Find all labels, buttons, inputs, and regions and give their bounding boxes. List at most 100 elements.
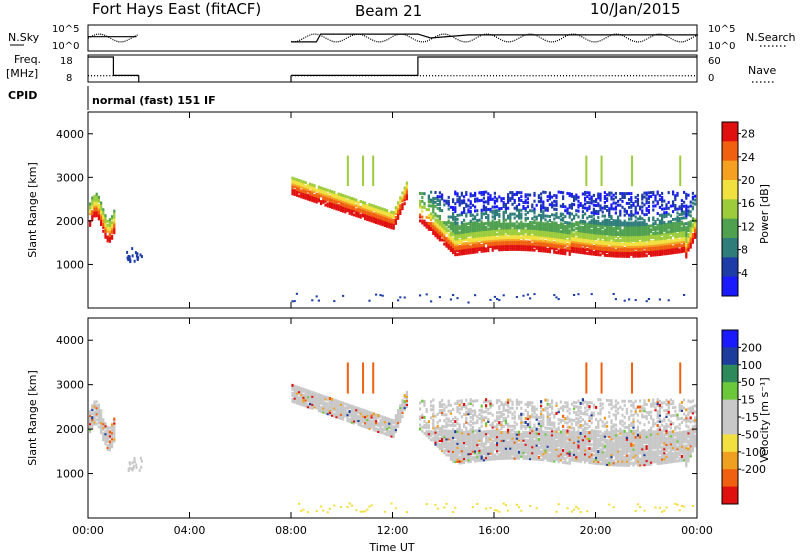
range-cell xyxy=(612,234,615,238)
range-cell xyxy=(619,229,622,233)
range-cell xyxy=(496,435,499,439)
range-cell xyxy=(304,192,307,196)
range-cell xyxy=(496,439,499,443)
range-cell xyxy=(438,437,441,440)
range-cell xyxy=(474,409,477,413)
range-cell xyxy=(337,208,340,212)
range-cell xyxy=(463,232,466,236)
range-cell xyxy=(652,190,655,194)
range-cell xyxy=(630,247,633,250)
range-cell xyxy=(617,199,620,203)
range-cell xyxy=(496,213,499,217)
range-cell xyxy=(504,246,507,250)
ground-scatter-cell xyxy=(368,505,371,508)
range-cell xyxy=(447,242,450,246)
range-cell xyxy=(628,254,631,258)
range-cell xyxy=(621,205,624,209)
range-cell xyxy=(531,246,534,250)
range-cell xyxy=(489,437,492,441)
range-cell xyxy=(515,226,518,230)
range-cell xyxy=(309,196,312,200)
range-cell xyxy=(434,434,437,438)
range-cell xyxy=(656,245,659,249)
range-cell xyxy=(460,230,463,234)
range-cell xyxy=(487,419,490,423)
range-cell xyxy=(522,436,525,440)
range-cell xyxy=(507,448,510,452)
range-cell xyxy=(680,210,683,214)
range-cell xyxy=(678,228,681,232)
range-cell xyxy=(544,406,547,410)
range-cell xyxy=(388,213,391,217)
range-cell xyxy=(652,247,655,251)
range-cell xyxy=(377,208,380,211)
ground-scatter-cell xyxy=(350,504,353,507)
range-cell xyxy=(540,400,543,404)
range-cell xyxy=(474,209,477,213)
range-cell xyxy=(522,248,525,252)
range-cell xyxy=(89,414,92,418)
range-cell xyxy=(507,434,510,438)
range-cell xyxy=(608,232,611,236)
range-cell xyxy=(562,228,565,232)
range-cell xyxy=(667,232,670,236)
range-cell xyxy=(364,417,367,421)
range-cell xyxy=(568,252,571,256)
range-cell xyxy=(379,422,382,426)
range-cell xyxy=(612,197,615,201)
range-cell xyxy=(623,249,626,252)
range-cell xyxy=(641,244,644,248)
range-cell xyxy=(498,411,501,415)
range-cell xyxy=(355,418,358,422)
range-cell xyxy=(601,239,604,243)
range-cell xyxy=(474,191,477,195)
range-cell xyxy=(551,242,554,246)
range-cell xyxy=(95,200,98,204)
range-cell xyxy=(568,235,571,239)
range-cell xyxy=(89,223,92,227)
range-cell xyxy=(595,237,598,241)
range-cell xyxy=(427,432,430,436)
range-cell xyxy=(575,250,578,254)
range-cell xyxy=(313,184,316,188)
range-cell xyxy=(597,251,600,255)
range-cell xyxy=(652,249,655,253)
range-cell xyxy=(489,231,492,235)
range-cell xyxy=(619,244,622,248)
range-cell xyxy=(643,244,646,248)
range-cell xyxy=(328,405,331,408)
range-cell xyxy=(452,429,455,433)
range-cell xyxy=(386,427,389,431)
range-cell xyxy=(500,246,503,250)
range-cell xyxy=(333,206,336,210)
range-cell xyxy=(623,219,626,223)
range-cell xyxy=(430,404,433,408)
range-cell xyxy=(342,195,345,199)
range-cell xyxy=(581,225,584,229)
range-cell xyxy=(375,213,378,217)
range-cell xyxy=(298,402,301,406)
range-cell xyxy=(106,446,109,449)
range-cell xyxy=(498,246,501,250)
range-cell xyxy=(106,432,109,435)
range-cell xyxy=(467,460,470,464)
range-cell xyxy=(447,419,450,423)
range-cell xyxy=(467,402,470,406)
range-cell xyxy=(397,415,400,419)
range-cell xyxy=(625,243,628,247)
range-cell xyxy=(357,411,360,414)
range-cell xyxy=(584,245,587,249)
range-cell xyxy=(557,245,560,249)
range-cell xyxy=(577,195,580,199)
range-cell xyxy=(432,232,435,235)
range-cell xyxy=(93,412,96,416)
range-cell xyxy=(100,413,103,417)
range-cell xyxy=(111,427,114,431)
range-cell xyxy=(104,226,107,229)
range-cell xyxy=(337,206,340,210)
range-cell xyxy=(540,444,543,448)
range-cell xyxy=(579,245,582,249)
range-cell xyxy=(546,195,549,199)
range-cell xyxy=(562,246,565,250)
range-cell xyxy=(460,232,463,236)
